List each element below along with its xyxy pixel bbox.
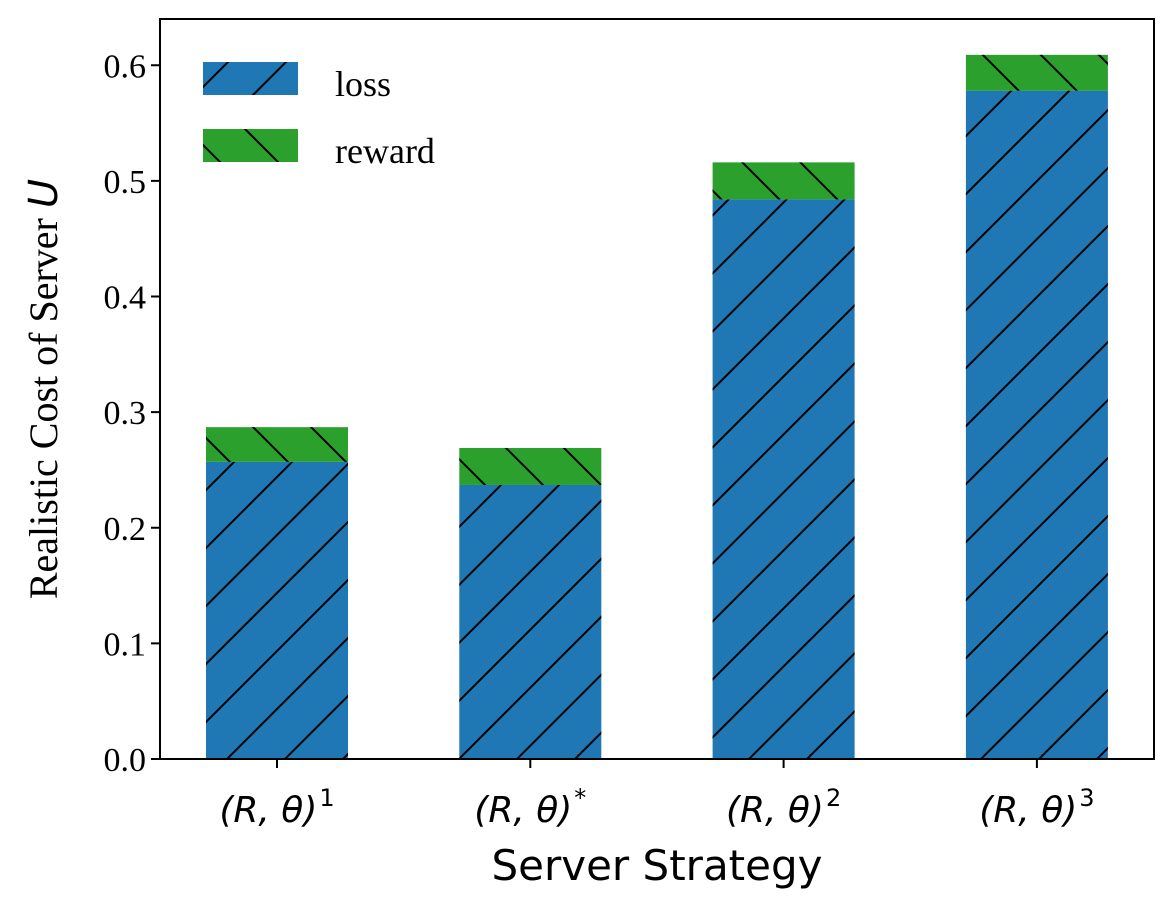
x-tick-label-2: (R, θ)* bbox=[474, 784, 586, 831]
bar-loss-3 bbox=[712, 199, 855, 759]
y-tick-label: 0.0 bbox=[104, 742, 147, 779]
legend-entry-reward: reward bbox=[203, 129, 435, 171]
y-tick-label: 0.5 bbox=[104, 164, 147, 201]
bar-loss-2 bbox=[459, 484, 602, 759]
legend-label-reward: reward bbox=[335, 131, 435, 171]
y-tick-label: 0.1 bbox=[104, 626, 147, 663]
bar-reward-3 bbox=[712, 162, 855, 200]
y-axis-title: Realistic Cost of Server U bbox=[21, 179, 67, 599]
legend-entry-loss: loss bbox=[203, 62, 391, 104]
x-axis-title: Server Strategy bbox=[491, 841, 822, 890]
bar-reward-2 bbox=[459, 447, 602, 485]
x-tick-label-3: (R, θ)2 bbox=[726, 784, 841, 831]
x-tick-label-1: (R, θ)1 bbox=[219, 784, 334, 831]
plot-frame bbox=[159, 18, 1155, 760]
y-tick-label: 0.4 bbox=[104, 280, 147, 317]
legend-swatch-hatch-reward bbox=[203, 129, 298, 162]
bar-loss-4 bbox=[965, 90, 1108, 759]
legend-label-loss: loss bbox=[335, 64, 391, 104]
legend: loss reward bbox=[203, 62, 435, 171]
y-tick-label: 0.3 bbox=[104, 395, 147, 432]
bar-loss-1 bbox=[206, 461, 348, 759]
bar-reward-4 bbox=[965, 54, 1108, 91]
y-tick-label: 0.6 bbox=[104, 48, 147, 85]
y-axis-title-text: Realistic Cost of Server bbox=[21, 208, 66, 599]
bar-reward-1 bbox=[206, 427, 348, 462]
legend-swatch-hatch-loss bbox=[203, 62, 298, 95]
y-tick-label: 0.2 bbox=[104, 511, 147, 548]
x-tick-label-4: (R, θ)3 bbox=[979, 784, 1094, 831]
y-axis-title-var: U bbox=[21, 179, 67, 208]
